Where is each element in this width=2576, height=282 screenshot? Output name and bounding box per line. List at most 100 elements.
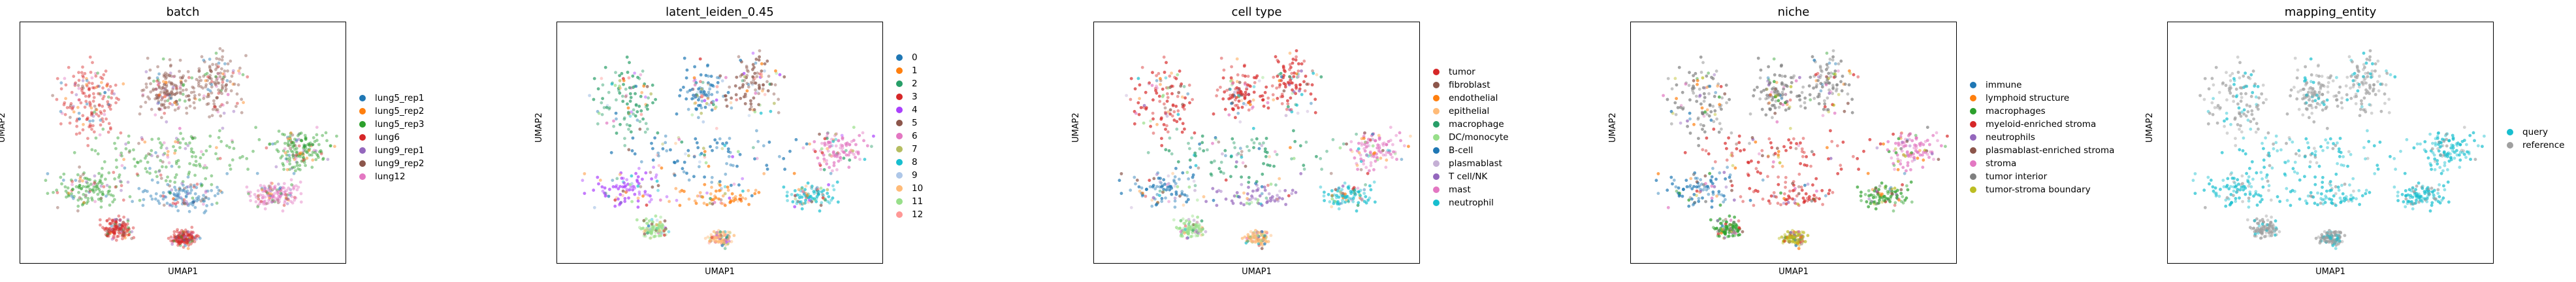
scatter-point: [1313, 97, 1317, 101]
scatter-point: [169, 235, 173, 239]
scatter-point: [1266, 101, 1270, 105]
scatter-point: [1183, 107, 1186, 111]
legend-marker: [359, 147, 366, 154]
scatter-point: [285, 167, 289, 171]
scatter-point: [641, 177, 644, 181]
scatter-point: [257, 194, 260, 198]
scatter-point: [796, 193, 799, 197]
scatter-point: [174, 238, 177, 241]
scatter-point: [80, 71, 84, 75]
scatter-point: [826, 192, 829, 195]
scatter-point: [202, 94, 206, 98]
scatter-point: [1187, 232, 1190, 236]
scatter-point: [1201, 228, 1204, 231]
scatter-point: [69, 178, 73, 182]
scatter-point: [85, 202, 89, 205]
scatter-point: [1186, 228, 1189, 232]
scatter-point: [1151, 111, 1155, 115]
scatter-point: [709, 145, 712, 149]
scatter-point: [782, 157, 786, 160]
scatter-point: [1186, 232, 1190, 236]
scatter-point: [287, 139, 291, 143]
scatter-point: [85, 84, 89, 88]
scatter-point: [112, 228, 115, 231]
scatter-point: [1362, 159, 1365, 162]
scatter-point: [1162, 189, 1166, 193]
scatter-point: [1282, 89, 1286, 93]
scatter-point: [1349, 197, 1353, 201]
scatter-point: [1376, 158, 1379, 162]
scatter-point: [268, 189, 271, 193]
scatter-point: [655, 227, 659, 231]
scatter-point: [731, 155, 734, 158]
scatter-point: [68, 121, 72, 125]
scatter-point: [742, 95, 746, 99]
scatter-point: [1136, 77, 1140, 80]
scatter-point: [1251, 196, 1255, 200]
scatter-point: [1182, 84, 1186, 88]
scatter-point: [85, 177, 88, 180]
scatter-point: [105, 117, 108, 121]
scatter-point: [230, 75, 234, 78]
scatter-point: [1187, 229, 1190, 232]
scatter-point: [703, 94, 706, 97]
scatter-point: [700, 87, 703, 91]
scatter-point: [220, 83, 224, 87]
scatter-point: [643, 95, 647, 99]
scatter-point: [187, 232, 191, 236]
scatter-point: [84, 194, 88, 198]
scatter-point: [1154, 89, 1157, 92]
scatter-point: [630, 174, 634, 178]
scatter-point: [726, 150, 730, 154]
scatter-point: [1192, 219, 1196, 222]
scatter-point: [1260, 185, 1264, 188]
scatter-point: [124, 224, 128, 228]
scatter-point: [1257, 238, 1261, 241]
scatter-point: [1360, 143, 1364, 147]
scatter-point: [658, 220, 662, 224]
scatter-point: [754, 88, 757, 92]
scatter-point: [240, 97, 244, 101]
scatter-point: [631, 188, 635, 192]
scatter-point: [657, 224, 661, 228]
scatter-point: [283, 192, 287, 196]
scatter-point: [116, 234, 120, 238]
scatter-point: [722, 241, 726, 245]
scatter-point: [1349, 140, 1353, 144]
scatter-point: [1356, 167, 1359, 171]
scatter-point: [1201, 233, 1204, 237]
scatter-point: [1342, 194, 1346, 198]
scatter-point: [221, 87, 224, 90]
scatter-point: [826, 132, 829, 135]
scatter-point: [289, 149, 293, 153]
scatter-point: [1193, 131, 1197, 135]
scatter-point: [1153, 197, 1157, 201]
scatter-point: [231, 71, 235, 75]
scatter-point: [711, 99, 715, 103]
scatter-point: [184, 147, 187, 150]
scatter-point: [108, 222, 112, 226]
scatter-point: [723, 241, 726, 244]
scatter-point: [180, 76, 184, 80]
scatter-point: [856, 150, 860, 154]
scatter-point: [1286, 80, 1290, 84]
scatter-point: [1388, 149, 1392, 153]
scatter-point: [694, 82, 698, 86]
legend-marker: [896, 54, 903, 61]
scatter-point: [707, 90, 711, 94]
scatter-point: [185, 111, 189, 115]
scatter-point: [628, 188, 632, 192]
scatter-point: [298, 132, 302, 135]
scatter-point: [1193, 223, 1197, 227]
legend-item: lung6: [359, 131, 425, 144]
scatter-point: [1309, 92, 1313, 96]
scatter-point: [685, 68, 689, 72]
scatter-point: [796, 200, 799, 203]
scatter-point: [694, 81, 698, 84]
scatter-point: [1376, 143, 1379, 147]
scatter-point: [299, 132, 303, 135]
scatter-point: [178, 187, 182, 191]
scatter-point: [701, 92, 705, 96]
scatter-point: [85, 79, 89, 82]
scatter-point: [157, 99, 161, 103]
